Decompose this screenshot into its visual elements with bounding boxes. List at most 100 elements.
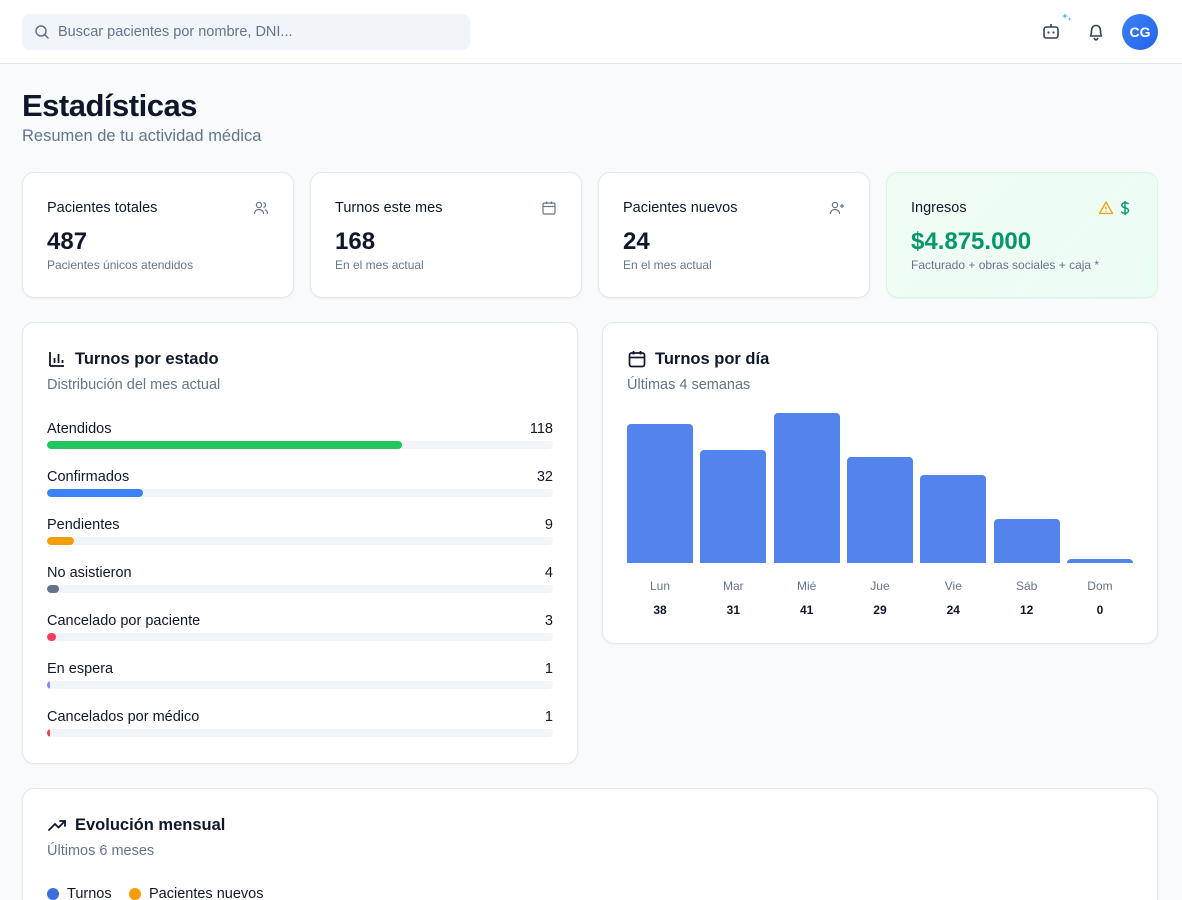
panel-subtitle: Últimas 4 semanas xyxy=(627,377,751,393)
stat-card-turnos-mes: Turnos este mes 168 En el mes actual xyxy=(310,172,582,298)
bar-chart-icon xyxy=(49,352,64,367)
bar-category-label: Sáb xyxy=(1015,579,1038,593)
dollar-icon xyxy=(1120,201,1130,215)
turnos-por-dia-chart: Lun 38 Mar 31 Mié 41 Jue 29 Vie 24 Sáb 12 Dom 0 xyxy=(627,413,1133,617)
user-plus-icon xyxy=(829,201,844,215)
evolucion-mensual-card: Evolución mensual Últimos 6 meses Turnos… xyxy=(22,788,1158,900)
status-row: En espera 1 xyxy=(47,661,553,697)
legend-dot xyxy=(129,888,141,900)
users-icon xyxy=(253,201,269,215)
bar-category-label: Dom xyxy=(1087,579,1113,593)
status-count: 9 xyxy=(544,517,553,533)
status-count: 1 xyxy=(544,661,553,677)
bar-vie[interactable] xyxy=(920,475,987,563)
status-progress-fill xyxy=(47,441,403,449)
turnos-por-dia-card: Turnos por día Últimas 4 semanas Lun 38 Ma… xyxy=(602,322,1158,644)
panel-title: Turnos por día xyxy=(655,350,770,368)
status-label: Cancelado por paciente xyxy=(47,613,201,629)
status-progress-fill xyxy=(47,681,51,689)
status-label: No asistieron xyxy=(47,565,132,581)
status-progress-track xyxy=(47,633,553,641)
status-row: Cancelados por médico 1 xyxy=(47,709,553,745)
bot-icon[interactable] xyxy=(1040,20,1062,42)
sparkle-icon xyxy=(1062,13,1072,21)
status-row: Pendientes 9 xyxy=(47,517,553,553)
status-progress-track xyxy=(47,729,553,737)
bar-value-label: 12 xyxy=(1019,603,1034,617)
bar-value-label: 38 xyxy=(653,603,667,617)
stat-description: En el mes actual xyxy=(623,258,712,272)
avatar[interactable]: CG xyxy=(1122,14,1158,50)
status-progress-fill xyxy=(47,489,144,497)
bar-value-label: 29 xyxy=(873,603,887,617)
page-title: Estadísticas xyxy=(22,88,197,123)
warning-icon[interactable] xyxy=(1098,200,1114,216)
turnos-por-estado-card: Turnos por estado Distribución del mes a… xyxy=(22,322,578,764)
legend-item-turnos: Turnos xyxy=(47,886,112,900)
stat-card-ingresos: Ingresos $4.875.000 Facturado + obras so… xyxy=(886,172,1158,298)
status-progress-track xyxy=(47,681,553,689)
bar-value-label: 41 xyxy=(799,603,814,617)
status-row: Cancelado por paciente 3 xyxy=(47,613,553,649)
top-bar: CG xyxy=(0,0,1182,64)
status-row: No asistieron 4 xyxy=(47,565,553,601)
stat-description: Pacientes únicos atendidos xyxy=(47,258,194,272)
bar-category-label: Vie xyxy=(944,579,962,593)
bar-lun[interactable] xyxy=(627,423,693,563)
status-progress-track xyxy=(47,489,553,497)
status-progress-fill xyxy=(47,537,75,545)
panel-subtitle: Distribución del mes actual xyxy=(47,377,221,393)
stat-card-pacientes-totales: Pacientes totales 487 Pacientes únicos a… xyxy=(22,172,294,298)
stat-description: Facturado + obras sociales + caja * xyxy=(911,258,1100,272)
bar-value-label: 24 xyxy=(946,603,960,617)
status-label: Atendidos xyxy=(47,421,112,437)
stat-card-pacientes-nuevos: Pacientes nuevos 24 En el mes actual xyxy=(598,172,870,298)
status-row: Confirmados 32 xyxy=(47,469,553,505)
bar-value-label: 0 xyxy=(1096,603,1104,617)
status-count: 32 xyxy=(536,469,553,485)
legend-label: Turnos xyxy=(67,886,112,900)
bell-icon[interactable] xyxy=(1085,21,1107,43)
bar-sáb[interactable] xyxy=(993,519,1060,563)
stat-value: 168 xyxy=(335,228,376,255)
status-count: 3 xyxy=(544,613,553,629)
bar-category-label: Mar xyxy=(722,579,744,593)
bar-category-label: Jue xyxy=(870,579,890,593)
search-box[interactable] xyxy=(22,14,470,50)
stat-label: Pacientes totales xyxy=(47,200,158,216)
bar-jue[interactable] xyxy=(846,456,913,563)
bar-mar[interactable] xyxy=(700,449,767,563)
panel-subtitle: Últimos 6 meses xyxy=(47,843,155,859)
bar-category-label: Lun xyxy=(649,579,671,593)
panel-title: Evolución mensual xyxy=(75,816,226,834)
calendar-icon xyxy=(628,351,646,368)
status-count: 4 xyxy=(544,565,553,581)
stat-value: $4.875.000 xyxy=(911,228,1032,255)
legend-label: Pacientes nuevos xyxy=(149,886,264,900)
legend-dot xyxy=(47,888,59,900)
status-label: Pendientes xyxy=(47,517,120,533)
search-input[interactable] xyxy=(58,14,458,50)
status-progress-fill xyxy=(47,633,57,641)
bar-dom[interactable] xyxy=(1066,559,1133,563)
stat-label: Turnos este mes xyxy=(335,200,443,216)
stat-description: En el mes actual xyxy=(335,258,424,272)
calendar-icon xyxy=(542,201,556,215)
status-row: Atendidos 118 xyxy=(47,421,553,457)
legend-item-pacientes-nuevos: Pacientes nuevos xyxy=(129,886,263,900)
search-icon xyxy=(35,25,49,39)
status-label: En espera xyxy=(47,661,114,677)
status-label: Confirmados xyxy=(47,469,130,485)
bar-value-label: 31 xyxy=(726,603,740,617)
bar-category-label: Mié xyxy=(796,579,817,593)
trending-up-icon xyxy=(48,820,66,831)
panel-title: Turnos por estado xyxy=(75,350,219,368)
status-label: Cancelados por médico xyxy=(47,709,200,725)
bar-mié[interactable] xyxy=(773,413,840,563)
status-progress-track xyxy=(47,537,553,545)
stat-label: Ingresos xyxy=(911,200,967,216)
status-progress-track xyxy=(47,441,553,449)
stat-value: 24 xyxy=(623,228,650,255)
page-subtitle: Resumen de tu actividad médica xyxy=(22,127,262,145)
status-progress-fill xyxy=(47,585,60,593)
